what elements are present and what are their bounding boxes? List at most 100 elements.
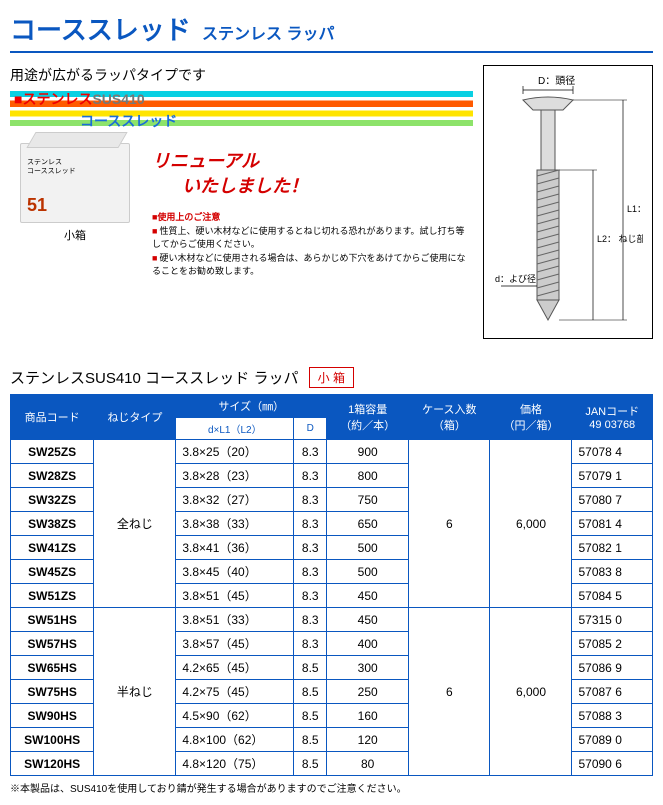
cell-dl: 4.5×90（62） — [176, 704, 294, 728]
cell-dl: 3.8×41（36） — [176, 536, 294, 560]
cell-code: SW57HS — [11, 632, 94, 656]
stripe-label-1: ■ステンレスSUS410 — [14, 89, 145, 109]
cell-jan: 57086 9 — [572, 656, 653, 680]
th-price: 価格 （円／箱） — [490, 395, 572, 440]
cell-type: 半ねじ — [94, 608, 176, 776]
cell-code: SW51ZS — [11, 584, 94, 608]
th-box1: 1箱容量 （約／本） — [327, 395, 409, 440]
cell-dl: 4.8×100（62） — [176, 728, 294, 752]
cell-D: 8.5 — [294, 680, 327, 704]
mid-left: 用途が広がるラッパタイプです ■ステンレスSUS410 コーススレッド ステンレ… — [10, 65, 473, 339]
cell-D: 8.3 — [294, 464, 327, 488]
spec-table: 商品コード ねじタイプ サイズ（㎜） 1箱容量 （約／本） ケース入数 （箱） … — [10, 394, 653, 776]
th-code: 商品コード — [11, 395, 94, 440]
box-number: 51 — [27, 195, 47, 216]
cell-qty: 650 — [327, 512, 409, 536]
th-D: D — [294, 418, 327, 440]
product-box-area: ステンレス コーススレッド 51 小箱 — [10, 143, 140, 243]
kobako-badge: 小 箱 — [309, 367, 354, 388]
caution-item-2: 硬い木材などに使用される場合は、あらかじめ下穴をあけてからご使用になることをお勧… — [152, 252, 473, 279]
cell-code: SW25ZS — [11, 440, 94, 464]
cell-qty: 80 — [327, 752, 409, 776]
cell-dl: 3.8×57（45） — [176, 632, 294, 656]
cell-D: 8.3 — [294, 632, 327, 656]
cell-D: 8.3 — [294, 440, 327, 464]
stripe-sus: SUS410 — [92, 91, 144, 107]
caution-block: ■使用上のご注意 性質上、硬い木材などに使用するとねじ切れる恐れがあります。試し… — [152, 211, 473, 279]
cell-D: 8.3 — [294, 512, 327, 536]
diagram-d2-label: d：よび径 — [495, 273, 536, 284]
cell-code: SW38ZS — [11, 512, 94, 536]
cell-jan: 57082 1 — [572, 536, 653, 560]
cell-code: SW65HS — [11, 656, 94, 680]
cell-D: 8.3 — [294, 560, 327, 584]
box-caption: 小箱 — [64, 230, 86, 242]
cell-qty: 800 — [327, 464, 409, 488]
cell-D: 8.3 — [294, 536, 327, 560]
th-type: ねじタイプ — [94, 395, 176, 440]
cell-code: SW100HS — [11, 728, 94, 752]
box-front-1: ステンレス — [27, 159, 62, 166]
title-bar: コーススレッド ステンレス ラッパ — [10, 10, 653, 53]
cell-caseqty: 6 — [409, 440, 490, 608]
screw-diagram: D：頭径 — [483, 65, 653, 339]
th-caseqty: ケース入数 （箱） — [409, 395, 490, 440]
cell-jan: 57088 3 — [572, 704, 653, 728]
cell-qty: 450 — [327, 608, 409, 632]
cell-dl: 3.8×25（20） — [176, 440, 294, 464]
cell-jan: 57081 4 — [572, 512, 653, 536]
cell-dl: 3.8×51（33） — [176, 608, 294, 632]
cell-qty: 300 — [327, 656, 409, 680]
cell-dl: 3.8×32（27） — [176, 488, 294, 512]
stripe-label-2: コーススレッド — [80, 111, 177, 131]
cell-code: SW90HS — [11, 704, 94, 728]
cell-D: 8.5 — [294, 728, 327, 752]
subheading: 用途が広がるラッパタイプです — [10, 65, 473, 85]
cell-qty: 120 — [327, 728, 409, 752]
cell-code: SW28ZS — [11, 464, 94, 488]
title-main: コーススレッド — [10, 15, 191, 45]
diagram-l2-label: L2： ねじ部 — [597, 233, 643, 244]
caution-item-1: 性質上、硬い木材などに使用するとねじ切れる恐れがあります。試し打ち等してからご使… — [152, 225, 473, 252]
cell-dl: 4.2×65（45） — [176, 656, 294, 680]
cell-caseqty: 6 — [409, 608, 490, 776]
cell-jan: 57085 2 — [572, 632, 653, 656]
cell-code: SW45ZS — [11, 560, 94, 584]
renewal-area: リニューアル いたしました！ ■使用上のご注意 性質上、硬い木材などに使用すると… — [152, 143, 473, 279]
box-front-2: コーススレッド — [27, 168, 76, 175]
renewal-line1: リニューアル — [152, 149, 473, 174]
cell-dl: 3.8×45（40） — [176, 560, 294, 584]
cell-dl: 4.8×120（75） — [176, 752, 294, 776]
diagram-d-label: D：頭径 — [538, 74, 575, 87]
th-size: サイズ（㎜） — [176, 395, 327, 418]
th-jan: JANコード 49 03768 — [572, 395, 653, 440]
screw-icon: D：頭径 — [493, 72, 643, 332]
mid-row: 用途が広がるラッパタイプです ■ステンレスSUS410 コーススレッド ステンレ… — [10, 65, 653, 339]
cell-code: SW120HS — [11, 752, 94, 776]
table-row: SW51HS半ねじ3.8×51（33）8.345066,00057315 0 — [11, 608, 653, 632]
cell-jan: 57084 5 — [572, 584, 653, 608]
cell-code: SW51HS — [11, 608, 94, 632]
cell-jan: 57090 6 — [572, 752, 653, 776]
cell-D: 8.5 — [294, 656, 327, 680]
cell-code: SW75HS — [11, 680, 94, 704]
cell-jan: 57087 6 — [572, 680, 653, 704]
cell-qty: 250 — [327, 680, 409, 704]
cell-dl: 3.8×28（23） — [176, 464, 294, 488]
cell-qty: 450 — [327, 584, 409, 608]
cell-price: 6,000 — [490, 440, 572, 608]
cell-jan: 57083 8 — [572, 560, 653, 584]
cell-price: 6,000 — [490, 608, 572, 776]
cell-qty: 750 — [327, 488, 409, 512]
cell-dl: 3.8×38（33） — [176, 512, 294, 536]
product-box-icon: ステンレス コーススレッド 51 — [20, 143, 130, 223]
cell-D: 8.3 — [294, 584, 327, 608]
cell-D: 8.3 — [294, 488, 327, 512]
cell-jan: 57315 0 — [572, 608, 653, 632]
table-title: ステンレスSUS410 コーススレッド ラッパ — [10, 370, 298, 387]
cell-dl: 3.8×51（45） — [176, 584, 294, 608]
cell-D: 8.5 — [294, 752, 327, 776]
cell-qty: 900 — [327, 440, 409, 464]
cell-code: SW32ZS — [11, 488, 94, 512]
table-title-row: ステンレスSUS410 コーススレッド ラッパ 小 箱 — [10, 367, 653, 388]
